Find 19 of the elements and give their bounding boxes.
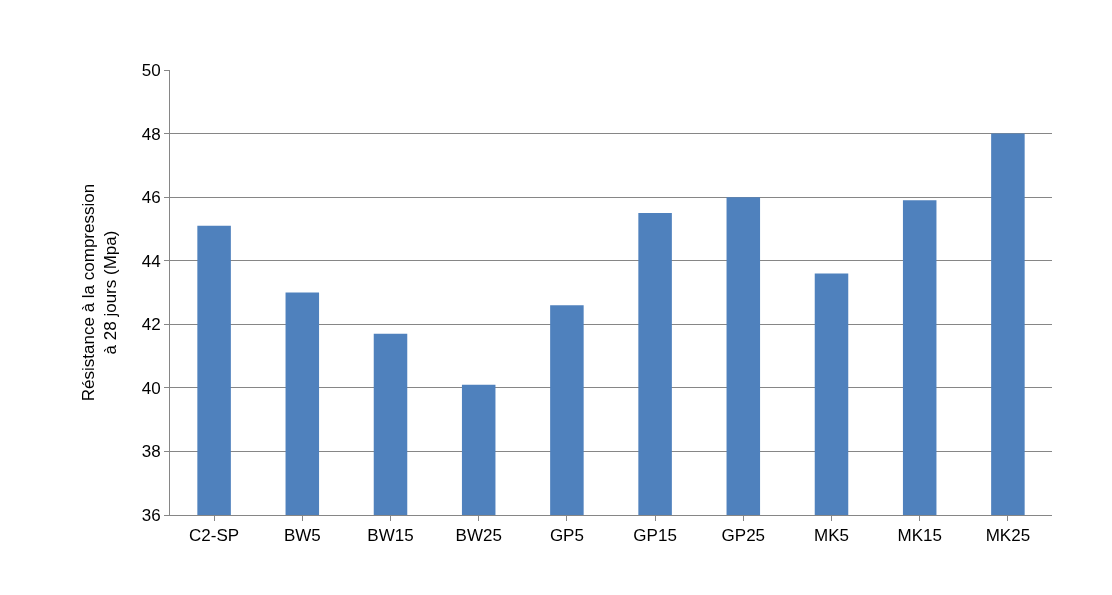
y-tick-label: 46: [141, 188, 161, 208]
x-tick-label: GP5: [549, 526, 584, 546]
x-tick-label: BW15: [367, 526, 414, 546]
x-tick-label: BW25: [455, 526, 502, 546]
y-tick-label: 44: [141, 251, 161, 271]
y-tick-label: 48: [141, 124, 161, 144]
x-tick-label: MK5: [814, 526, 849, 546]
x-tick-label: C2-SP: [189, 526, 240, 546]
y-axis-title: Résistance à la compression à 28 jours (Mpa): [79, 183, 121, 402]
y-tick-label: 50: [141, 60, 161, 80]
y-tick-label: 40: [141, 378, 161, 398]
y-tick-label: 42: [141, 315, 161, 335]
x-tick-label: MK25: [985, 526, 1031, 546]
y-tick-label: 38: [141, 442, 161, 462]
x-tick-label: MK15: [897, 526, 942, 546]
x-tick-label: GP15: [633, 526, 677, 546]
x-tick-label: BW5: [283, 526, 321, 546]
y-tick-label: 36: [141, 505, 161, 525]
x-tick-label: GP25: [721, 526, 766, 546]
